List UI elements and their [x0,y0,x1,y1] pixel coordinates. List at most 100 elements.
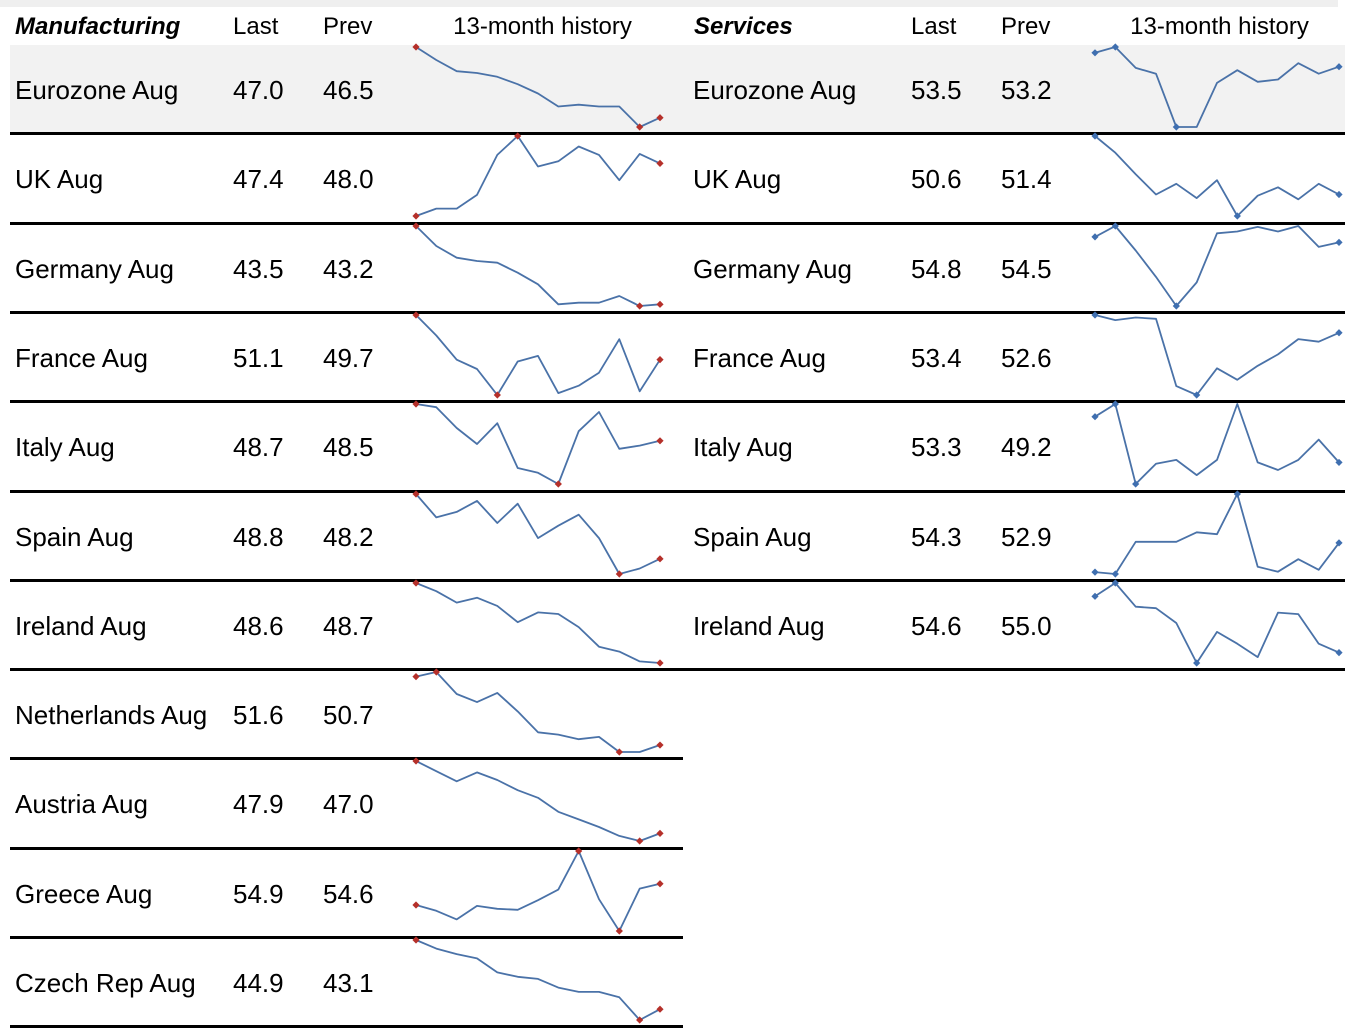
sparkline-marker [412,579,420,587]
top-band [0,0,1338,7]
sparkline-marker [1091,568,1099,576]
sparkline-marker [412,901,420,909]
sparkline-eurozone-aug [1091,43,1343,131]
sparkline-marker [1132,480,1140,488]
row-divider [10,668,683,672]
sparkline-series [415,939,661,1021]
row-divider [683,578,1345,582]
manufacturing-row-label: Germany Aug [15,253,174,284]
sparkline-marker [554,480,562,488]
sparkline-austria-aug [412,757,664,845]
sparkline-marker [1111,221,1119,230]
sparkline-marker [432,668,440,676]
sparkline-greece-aug [412,847,664,935]
manufacturing-row-last: 47.0 [233,75,284,105]
services-row-prev: 53.2 [1001,75,1052,105]
manufacturing-row-label: Netherlands Aug [15,700,208,731]
sparkline-series [1094,403,1340,486]
manufacturing-row-last: 48.7 [233,432,284,463]
sparkline-series [1094,224,1340,307]
sparkline-uk-aug [1091,132,1343,220]
manufacturing-row-label: Ireland Aug [15,610,147,641]
sparkline-marker [1172,301,1180,310]
sparkline-marker [1335,191,1343,199]
manufacturing-row-last: 47.9 [233,789,284,820]
services-row-last: 53.4 [911,342,962,373]
sparkline-marker [656,554,664,562]
sparkline-spain-aug [412,489,664,578]
sparkline-france-aug [412,311,664,399]
services-highlight-row [683,45,1345,133]
manufacturing-row-last: 51.1 [233,342,284,373]
row-divider [10,400,683,404]
services-row-prev: 55.0 [1001,610,1052,641]
row-divider [10,221,683,225]
sparkline-series [415,224,661,307]
manufacturing-highlight-row [10,45,683,133]
sparkline-ireland-aug [412,579,664,667]
sparkline-marker [1091,49,1099,57]
sparkline-marker [1111,569,1119,578]
manufacturing-row-label: France Aug [15,342,148,373]
manufacturing-title: Manufacturing [15,13,181,40]
manufacturing-row-last: 54.9 [233,878,284,909]
sparkline-marker [1172,123,1180,131]
sparkline-series [1094,314,1340,396]
sparkline-marker [1233,489,1241,498]
services-last-header: Last [911,13,957,40]
sparkline-germany-aug [1091,221,1343,310]
sparkline-marker [1233,212,1241,220]
sparkline-series [415,46,661,128]
services-row-label: France Aug [693,342,826,373]
services-row-prev: 52.9 [1001,521,1052,552]
manufacturing-row-prev: 48.2 [323,521,374,552]
services-row-last: 53.3 [911,432,962,463]
sparkline-marker [1111,579,1119,587]
sparkline-series [415,403,661,486]
sparkline-marker [412,43,420,51]
manufacturing-row-prev: 47.0 [323,789,374,820]
sparkline-italy-aug [1091,400,1343,488]
sparkline-marker [615,748,623,756]
sparkline-eurozone-aug [412,43,664,131]
manufacturing-row-prev: 48.7 [323,610,374,641]
manufacturing-row-prev: 50.7 [323,700,374,731]
sparkline-marker [412,400,420,408]
sparkline-marker [636,1016,644,1024]
services-row-last: 54.6 [911,610,962,641]
sparkline-series [1094,581,1340,664]
services-row-label: Eurozone Aug [693,75,857,105]
manufacturing-row-last: 48.8 [233,521,284,552]
sparkline-series [415,581,661,664]
manufacturing-row-prev: 46.5 [323,75,374,105]
manufacturing-row-prev: 48.0 [323,164,374,195]
row-divider [683,132,1345,136]
manufacturing-row-prev: 49.7 [323,342,374,373]
sparkline-marker [1091,232,1099,241]
services-row-prev: 54.5 [1001,253,1052,284]
row-divider [10,310,683,314]
sparkline-marker [656,437,664,445]
services-row-prev: 52.6 [1001,342,1052,373]
manufacturing-history-header: 13-month history [453,13,632,40]
manufacturing-row-label: Austria Aug [15,789,148,820]
sparkline-marker [656,160,664,168]
row-divider [10,757,683,761]
manufacturing-row-prev: 43.1 [323,968,374,998]
row-divider [683,310,1345,314]
manufacturing-row-last: 47.4 [233,164,284,195]
sparkline-marker [636,301,644,310]
manufacturing-row-label: Eurozone Aug [15,75,179,105]
row-divider [10,578,683,582]
sparkline-marker [412,757,420,765]
sparkline-marker [1193,659,1201,667]
sparkline-marker [636,837,644,845]
sparkline-marker [615,927,623,935]
sparkline-marker [615,569,623,578]
sparkline-series [1094,492,1340,575]
sparkline-marker [656,659,664,667]
sparkline-marker [1335,238,1343,246]
sparkline-france-aug [1091,311,1343,399]
services-row-label: Spain Aug [693,521,812,552]
